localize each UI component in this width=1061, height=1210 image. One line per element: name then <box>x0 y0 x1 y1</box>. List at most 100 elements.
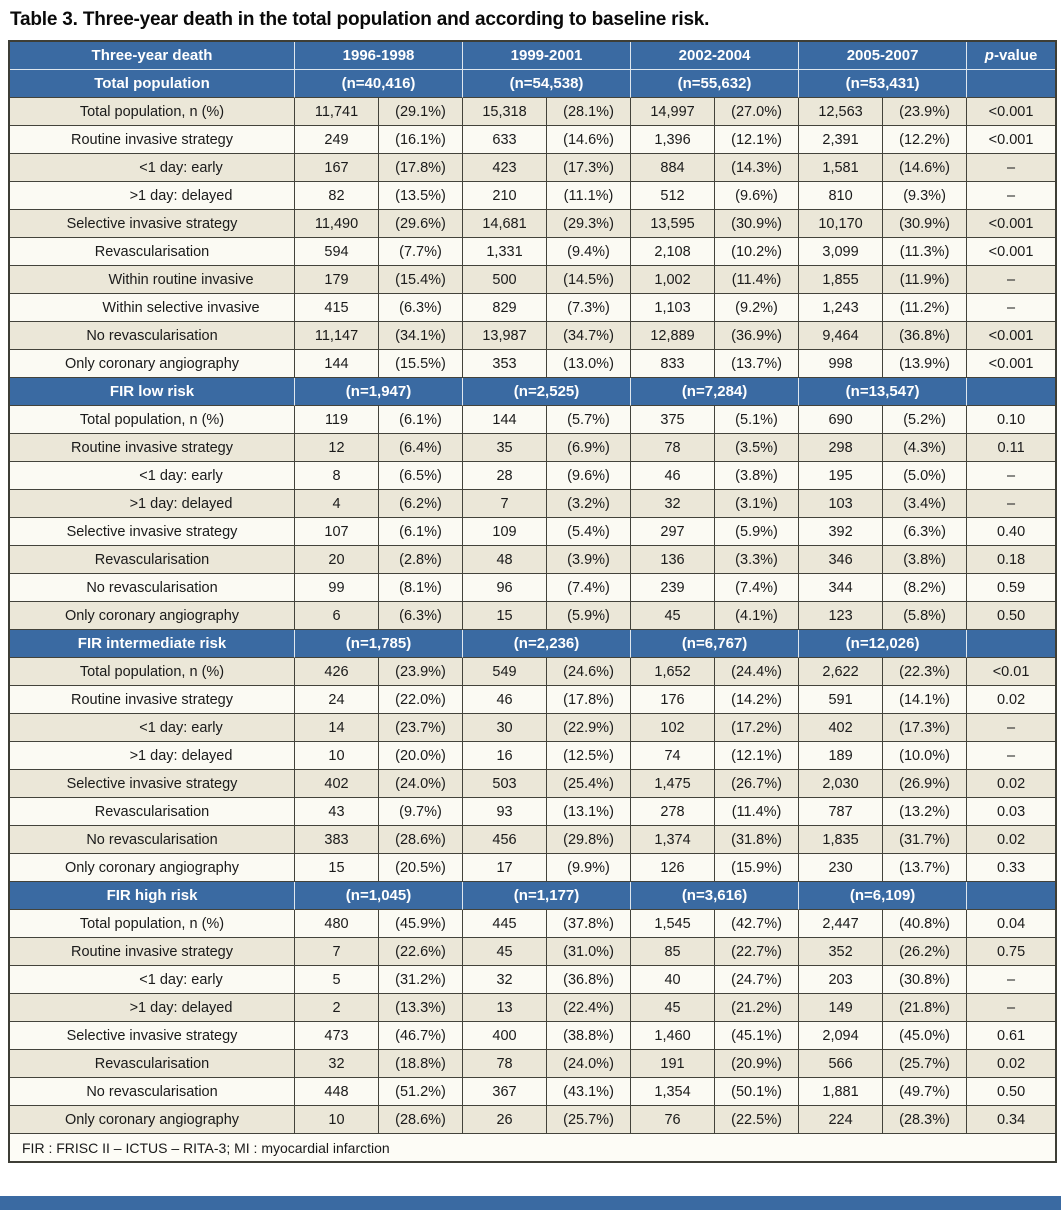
pvalue-cell: <0.001 <box>967 238 1056 266</box>
n-value-cell: 32 <box>295 1050 379 1078</box>
n-value-cell: 566 <box>799 1050 884 1078</box>
n-value-cell: 8 <box>295 462 379 490</box>
n-value-cell: 239 <box>631 574 716 602</box>
pct-value-cell: (3.5%) <box>715 434 800 462</box>
n-value-cell: 344 <box>799 574 884 602</box>
pvalue-cell: – <box>967 714 1056 742</box>
pct-value-cell: (28.6%) <box>379 826 464 854</box>
row-label: Within selective invasive <box>10 294 295 322</box>
pct-value-cell: (31.2%) <box>379 966 464 994</box>
n-value-cell: 445 <box>463 910 548 938</box>
n-value-cell: 1,396 <box>631 126 716 154</box>
n-value-cell: 549 <box>463 658 548 686</box>
section-n-count-2: (n=3,616) <box>631 882 800 910</box>
n-value-cell: 400 <box>463 1022 548 1050</box>
pvalue-cell: 0.02 <box>967 686 1056 714</box>
row-label: Total population, n (%) <box>10 406 295 434</box>
pct-value-cell: (34.1%) <box>379 322 464 350</box>
pct-value-cell: (24.0%) <box>547 1050 632 1078</box>
n-value-cell: 9,464 <box>799 322 884 350</box>
pvalue-cell: 0.61 <box>967 1022 1056 1050</box>
pct-value-cell: (5.4%) <box>547 518 632 546</box>
row-label: <1 day: early <box>10 714 295 742</box>
n-value-cell: 123 <box>799 602 884 630</box>
pct-value-cell: (34.7%) <box>547 322 632 350</box>
pct-value-cell: (14.5%) <box>547 266 632 294</box>
n-value-cell: 40 <box>631 966 716 994</box>
table-row: Within selective invasive 415 (6.3%) 829 (7.… <box>10 294 1056 322</box>
pct-value-cell: (21.2%) <box>715 994 800 1022</box>
row-label: Selective invasive strategy <box>10 1022 295 1050</box>
n-value-cell: 2,094 <box>799 1022 884 1050</box>
n-value-cell: 32 <box>463 966 548 994</box>
section-n-count-3: (n=12,026) <box>799 630 968 658</box>
n-value-cell: 353 <box>463 350 548 378</box>
pvalue-cell: – <box>967 266 1056 294</box>
n-value-cell: 500 <box>463 266 548 294</box>
n-value-cell: 829 <box>463 294 548 322</box>
n-value-cell: 20 <box>295 546 379 574</box>
n-value-cell: 13,595 <box>631 210 716 238</box>
n-value-cell: 99 <box>295 574 379 602</box>
n-value-cell: 297 <box>631 518 716 546</box>
pvalue-cell: 0.18 <box>967 546 1056 574</box>
n-value-cell: 45 <box>631 602 716 630</box>
n-value-cell: 998 <box>799 350 884 378</box>
n-value-cell: 15,318 <box>463 98 548 126</box>
column-header-label: Three-year death <box>10 42 295 70</box>
table-row: >1 day: delayed 2 (13.3%) 13 (22.4%) 45 (21.2%… <box>10 994 1056 1022</box>
n-value-cell: 591 <box>799 686 884 714</box>
table-row: Selective invasive strategy 473 (46.7%) 400… <box>10 1022 1056 1050</box>
table-row: <1 day: early 5 (31.2%) 32 (36.8%) 40 (24.7%) 2… <box>10 966 1056 994</box>
pvalue-cell: <0.001 <box>967 98 1056 126</box>
row-label: >1 day: delayed <box>10 490 295 518</box>
pct-value-cell: (7.4%) <box>547 574 632 602</box>
pct-value-cell: (11.3%) <box>883 238 968 266</box>
pct-value-cell: (25.7%) <box>547 1106 632 1134</box>
pct-value-cell: (31.0%) <box>547 938 632 966</box>
pct-value-cell: (22.6%) <box>379 938 464 966</box>
n-value-cell: 810 <box>799 182 884 210</box>
pct-value-cell: (13.7%) <box>883 854 968 882</box>
pct-value-cell: (13.0%) <box>547 350 632 378</box>
n-value-cell: 176 <box>631 686 716 714</box>
table-row: Selective invasive strategy 402 (24.0%) 503… <box>10 770 1056 798</box>
n-value-cell: 12 <box>295 434 379 462</box>
row-label: <1 day: early <box>10 154 295 182</box>
table-row: Selective invasive strategy 107 (6.1%) 109(… <box>10 518 1056 546</box>
section-n-count-0: (n=1,947) <box>295 378 464 406</box>
row-label: Routine invasive strategy <box>10 686 295 714</box>
pct-value-cell: (43.1%) <box>547 1078 632 1106</box>
n-value-cell: 480 <box>295 910 379 938</box>
section-n-count-1: (n=1,177) <box>463 882 632 910</box>
row-label: Revascularisation <box>10 798 295 826</box>
n-value-cell: 402 <box>799 714 884 742</box>
n-value-cell: 415 <box>295 294 379 322</box>
row-label: Revascularisation <box>10 1050 295 1078</box>
n-value-cell: 78 <box>463 1050 548 1078</box>
row-label: Routine invasive strategy <box>10 434 295 462</box>
n-value-cell: 1,354 <box>631 1078 716 1106</box>
pvalue-cell: 0.75 <box>967 938 1056 966</box>
pct-value-cell: (12.5%) <box>547 742 632 770</box>
table-row: Total population, n (%) 480 (45.9%) 445 (37.… <box>10 910 1056 938</box>
pct-value-cell: (30.8%) <box>883 966 968 994</box>
pvalue-cell: – <box>967 294 1056 322</box>
pct-value-cell: (37.8%) <box>547 910 632 938</box>
pvalue-cell: 0.34 <box>967 1106 1056 1134</box>
table-row: Total population, n (%) 426 (23.9%) 549 (24.… <box>10 658 1056 686</box>
column-header-period-3: 2005-2007 <box>799 42 968 70</box>
pct-value-cell: (13.2%) <box>883 798 968 826</box>
pct-value-cell: (50.1%) <box>715 1078 800 1106</box>
section-header-label: FIR low risk <box>10 378 295 406</box>
pvalue-cell: 0.02 <box>967 826 1056 854</box>
pvalue-cell: 0.02 <box>967 1050 1056 1078</box>
n-value-cell: 594 <box>295 238 379 266</box>
table-row: Revascularisation 594 (7.7%) 1,331 (9.4%) 2,1… <box>10 238 1056 266</box>
n-value-cell: 2,108 <box>631 238 716 266</box>
pct-value-cell: (24.4%) <box>715 658 800 686</box>
row-label: Within routine invasive <box>10 266 295 294</box>
pct-value-cell: (9.3%) <box>883 182 968 210</box>
n-value-cell: 10 <box>295 1106 379 1134</box>
section-n-count-1: (n=2,525) <box>463 378 632 406</box>
